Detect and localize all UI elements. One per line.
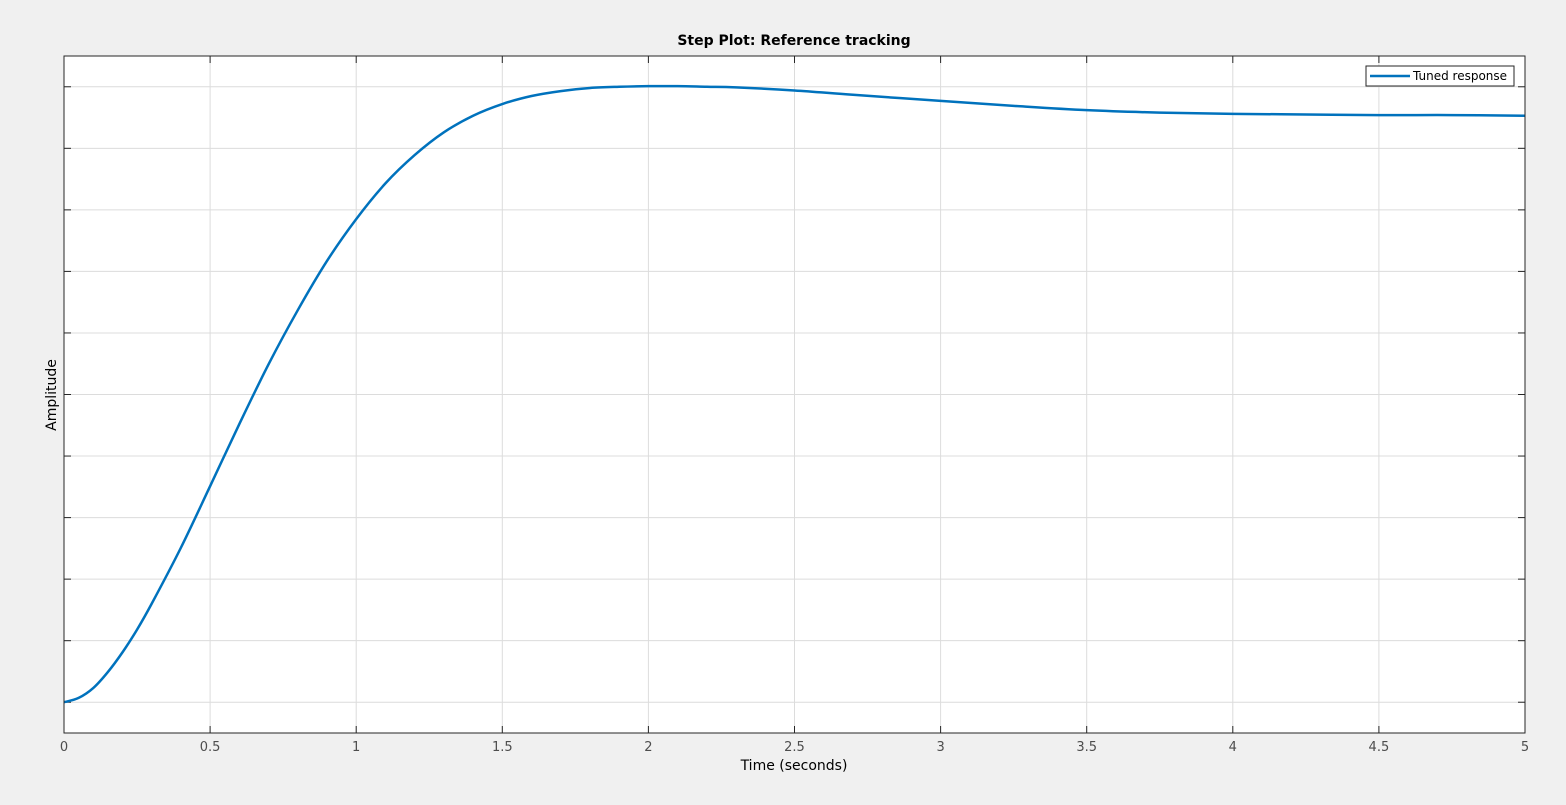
x-tick-label: 3 — [936, 740, 944, 755]
axes-box — [63, 55, 1526, 734]
series-group — [63, 84, 1526, 704]
x-axis-label: Time (seconds) — [740, 758, 848, 774]
x-tick-label: 0 — [60, 740, 68, 755]
x-tick-label: 0.5 — [200, 740, 221, 755]
x-tick-label: 1 — [352, 740, 360, 755]
y-axis-label: Amplitude — [44, 359, 60, 431]
x-tick-label: 5 — [1521, 740, 1529, 755]
grid — [63, 56, 1526, 733]
x-tick-label: 4 — [1229, 740, 1237, 755]
x-tick-labels: 0 0.5 1 1.5 2 2.5 3 3.5 4 4.5 5 — [60, 740, 1529, 755]
x-tick-label: 1.5 — [492, 740, 513, 755]
x-tick-label: 2.5 — [784, 740, 805, 755]
series-line-tuned-response — [63, 84, 1526, 704]
legend: Tuned response — [1365, 65, 1515, 87]
chart-title: Step Plot: Reference tracking — [677, 33, 910, 49]
x-tick-label: 4.5 — [1369, 740, 1390, 755]
legend-box — [1365, 65, 1515, 87]
legend-entry-tuned-response: Tuned response — [1412, 69, 1507, 83]
x-tick-label: 3.5 — [1076, 740, 1097, 755]
x-tick-label: 2 — [644, 740, 652, 755]
